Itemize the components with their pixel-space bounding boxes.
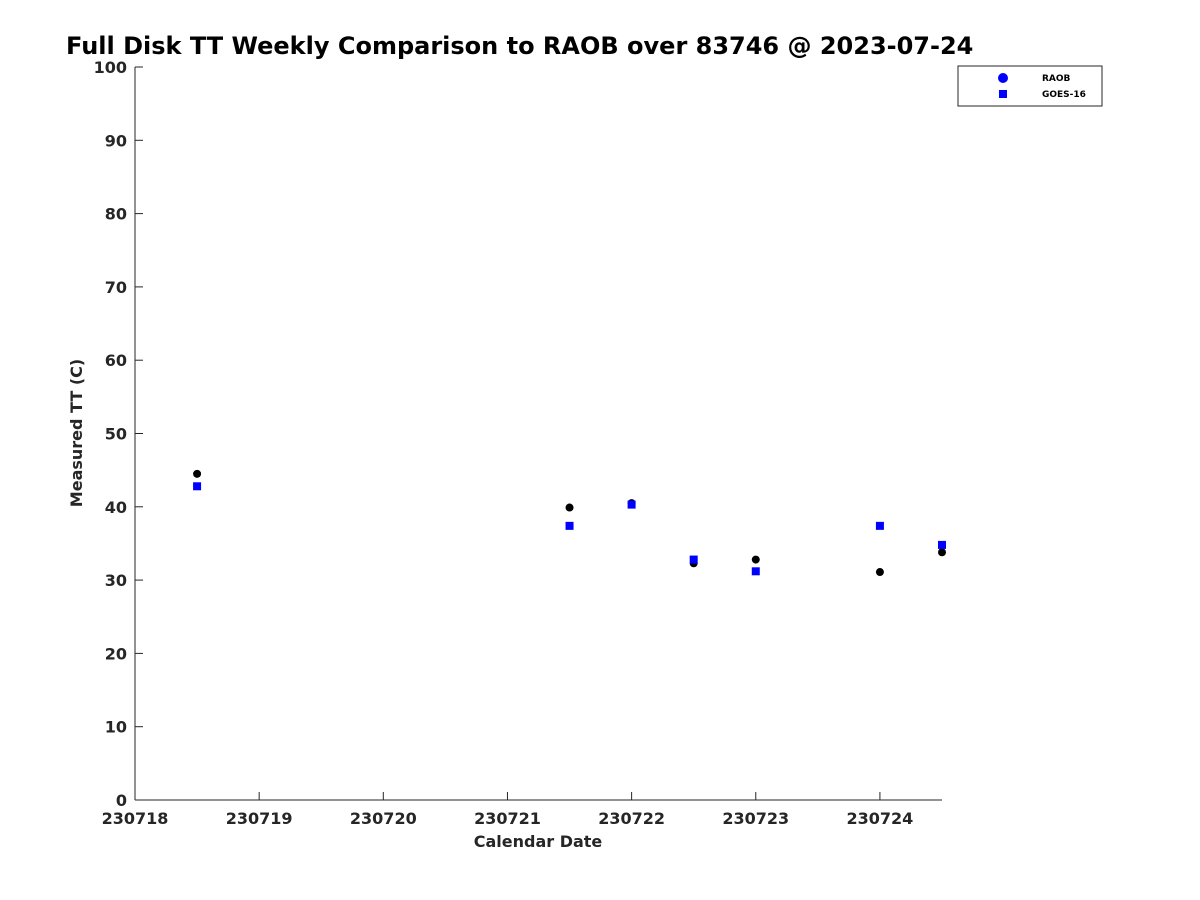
- legend-entry-label: GOES-16: [1042, 90, 1086, 100]
- x-tick-label: 230720: [350, 809, 417, 828]
- x-tick-label: 230719: [226, 809, 293, 828]
- legend: RAOB GOES-16: [957, 65, 1103, 107]
- x-tick-label: 230724: [847, 809, 914, 828]
- y-tick-label: 0: [116, 791, 127, 810]
- y-tick-label: 100: [94, 58, 127, 77]
- y-tick-label: 40: [105, 498, 127, 517]
- chart-title: Full Disk TT Weekly Comparison to RAOB o…: [66, 32, 973, 60]
- y-tick-label: 80: [105, 205, 127, 224]
- y-tick-label: 60: [105, 351, 127, 370]
- legend-box: [957, 65, 1103, 107]
- goes-16-point: [689, 555, 698, 564]
- goes-16-point: [875, 521, 884, 530]
- goes-16-point: [565, 521, 574, 530]
- y-tick-label: 70: [105, 278, 127, 297]
- raob-point: [875, 568, 884, 577]
- x-axis-label: Calendar Date: [474, 832, 603, 851]
- legend-entry-label: RAOB: [1042, 74, 1071, 84]
- x-tick-label: 230723: [722, 809, 789, 828]
- y-axis-label: Measured TT (C): [67, 359, 86, 507]
- y-tick-label: 20: [105, 644, 127, 663]
- x-tick-label: 230721: [474, 809, 541, 828]
- y-tick-label: 50: [105, 425, 127, 444]
- y-tick-label: 90: [105, 131, 127, 150]
- raob-point: [193, 469, 202, 478]
- series-goes-16: [193, 482, 946, 576]
- y-tick-label: 30: [105, 571, 127, 590]
- data-marks: [193, 469, 946, 577]
- goes-16-point: [751, 567, 760, 576]
- raob-point: [938, 548, 946, 557]
- goes-16-point: [193, 482, 202, 491]
- y-tick-label: 10: [105, 718, 127, 737]
- x-tick-label: 230718: [102, 809, 169, 828]
- axes: 0 10 20 30 40 50 60 70 80 90 100 230718 230719 230720…: [94, 58, 942, 828]
- raob-point: [565, 503, 574, 512]
- legend-raob-marker: [998, 73, 1008, 83]
- goes-16-point: [938, 540, 946, 549]
- x-tick-label: 230722: [598, 809, 665, 828]
- raob-point: [751, 555, 760, 564]
- legend-goes-16-marker: [999, 90, 1007, 98]
- goes-16-point: [627, 500, 636, 509]
